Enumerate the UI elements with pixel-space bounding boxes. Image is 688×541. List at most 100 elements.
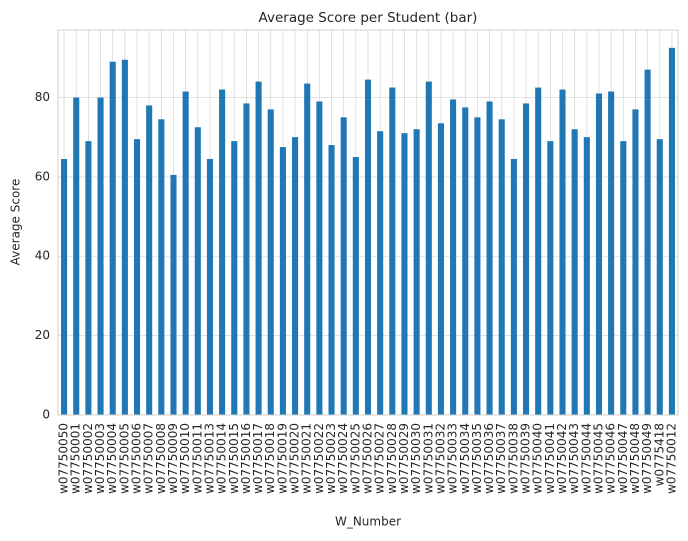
y-tick-label: 40 xyxy=(35,249,50,263)
x-tick-label: w07750047 xyxy=(616,423,630,494)
bar xyxy=(389,87,396,415)
x-tick-label: w07750014 xyxy=(215,423,229,494)
x-tick-label: w0775418 xyxy=(652,423,666,486)
bar xyxy=(328,145,335,415)
x-tick-label: w07750015 xyxy=(227,423,241,494)
plot-frame xyxy=(57,29,679,416)
bar xyxy=(279,147,286,415)
bar xyxy=(304,83,311,416)
bar xyxy=(474,117,481,416)
chart-title: Average Score per Student (bar) xyxy=(259,10,478,26)
bar xyxy=(498,119,505,415)
bar xyxy=(219,89,226,416)
x-tick-label: w07750019 xyxy=(275,423,289,494)
x-tick-label: w07750022 xyxy=(312,423,326,494)
bar xyxy=(61,158,68,415)
x-tick-label: w07750017 xyxy=(251,423,265,494)
x-tick-label: w07750016 xyxy=(239,423,253,494)
x-tick-label: w07750013 xyxy=(202,423,216,494)
x-axis-label: W_Number xyxy=(335,515,401,529)
x-tick-label: w07750026 xyxy=(361,423,375,494)
bar xyxy=(170,174,177,415)
x-tick-label: w07750042 xyxy=(555,423,569,494)
x-tick-label: w07750001 xyxy=(69,423,83,494)
bar xyxy=(194,127,201,415)
x-tick-label: w07750041 xyxy=(543,423,557,494)
x-tick-label: w07750020 xyxy=(288,423,302,494)
y-axis-label: Average Score xyxy=(9,179,23,266)
bar xyxy=(146,105,153,416)
bar xyxy=(377,131,384,415)
x-tick-label: w07750027 xyxy=(373,423,387,494)
x-tick-label: w07750008 xyxy=(154,423,168,494)
x-tick-label: w07750032 xyxy=(433,423,447,494)
y-tick-label: 80 xyxy=(35,90,50,104)
x-tick-label: w07750048 xyxy=(628,423,642,494)
x-tick-label: w07750030 xyxy=(409,423,423,494)
x-tick-label: w07750024 xyxy=(336,423,350,494)
x-tick-label: w07750033 xyxy=(446,423,460,494)
x-tick-label: w07750004 xyxy=(105,423,119,494)
bar xyxy=(255,81,262,416)
x-tick-label: w07750025 xyxy=(348,423,362,494)
bar xyxy=(85,141,92,415)
bar xyxy=(583,137,590,415)
bar xyxy=(121,59,128,416)
bar xyxy=(109,61,116,416)
x-tick-label: w07750044 xyxy=(579,423,593,494)
x-tick-label: w07750005 xyxy=(117,423,131,494)
bar xyxy=(133,139,141,416)
bar xyxy=(523,103,530,416)
bar xyxy=(364,79,372,415)
bar xyxy=(413,129,420,415)
bar xyxy=(450,99,457,415)
x-tick-label: w07750039 xyxy=(519,423,533,494)
bar xyxy=(547,141,554,415)
bar xyxy=(267,109,274,416)
x-tick-label: w07750010 xyxy=(178,423,192,494)
x-tick-label: w07750038 xyxy=(506,423,520,494)
y-tick-label: 0 xyxy=(42,408,50,422)
x-tick-label: w07750035 xyxy=(470,423,484,494)
x-tick-label: w07750049 xyxy=(640,423,654,494)
bar xyxy=(559,89,566,416)
bar xyxy=(243,103,250,416)
bar xyxy=(535,87,542,415)
bar xyxy=(401,133,408,416)
x-tick-label: w07750012 xyxy=(664,423,678,494)
bar xyxy=(231,141,238,415)
x-tick-label: w07750007 xyxy=(142,423,156,494)
bar xyxy=(425,81,432,416)
bar xyxy=(292,137,299,415)
bar xyxy=(608,91,615,415)
x-tick-label: w07750011 xyxy=(190,423,204,494)
x-tick-label: w07750009 xyxy=(166,423,180,494)
y-tick-label: 20 xyxy=(35,328,50,342)
bar xyxy=(571,129,578,415)
x-tick-label: w07750002 xyxy=(81,423,95,494)
bar xyxy=(158,119,165,415)
bar xyxy=(595,93,603,415)
bar xyxy=(340,117,347,416)
bar xyxy=(316,101,323,415)
bar xyxy=(656,139,663,416)
x-tick-label: w07750037 xyxy=(494,423,508,494)
bar xyxy=(510,158,517,415)
bar xyxy=(462,107,469,415)
x-tick-label: w07750029 xyxy=(397,423,411,494)
bar xyxy=(437,123,444,415)
x-tick-label: w07750031 xyxy=(421,423,435,494)
bar xyxy=(486,101,493,415)
bar xyxy=(632,109,639,416)
x-tick-label: w07750023 xyxy=(324,423,338,494)
x-tick-label: w07750006 xyxy=(130,423,144,494)
x-tick-label: w07750050 xyxy=(57,423,71,494)
y-tick-label: 60 xyxy=(35,169,50,183)
bar xyxy=(206,158,213,415)
x-tick-label: w07750018 xyxy=(263,423,277,494)
bar xyxy=(182,91,189,415)
x-tick-label: w07750028 xyxy=(385,423,399,494)
x-tick-label: w07750046 xyxy=(604,423,618,494)
x-tick-label: w07750040 xyxy=(531,423,545,494)
